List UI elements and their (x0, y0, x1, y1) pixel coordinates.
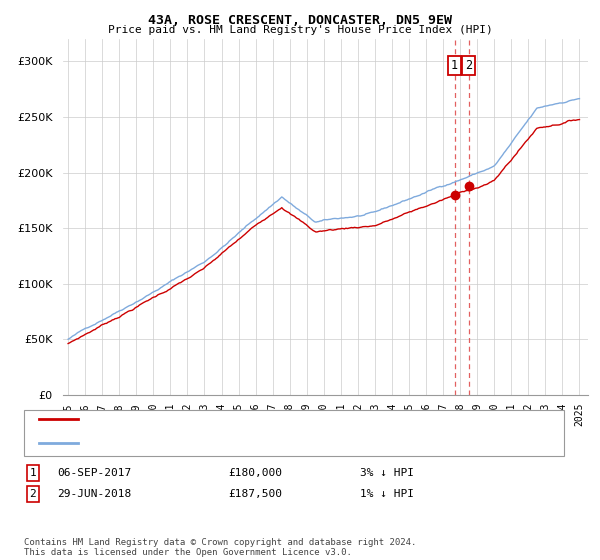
Text: 43A, ROSE CRESCENT, DONCASTER, DN5 9EW (detached house): 43A, ROSE CRESCENT, DONCASTER, DN5 9EW (… (87, 414, 431, 424)
Text: 1: 1 (29, 468, 37, 478)
Text: 06-SEP-2017: 06-SEP-2017 (57, 468, 131, 478)
Text: 2: 2 (29, 489, 37, 499)
Text: £180,000: £180,000 (228, 468, 282, 478)
Text: HPI: Average price, detached house, Doncaster: HPI: Average price, detached house, Donc… (87, 438, 368, 448)
Text: 1: 1 (451, 59, 458, 72)
Text: 3% ↓ HPI: 3% ↓ HPI (360, 468, 414, 478)
Text: 2: 2 (465, 59, 472, 72)
Text: 29-JUN-2018: 29-JUN-2018 (57, 489, 131, 499)
Text: Price paid vs. HM Land Registry's House Price Index (HPI): Price paid vs. HM Land Registry's House … (107, 25, 493, 35)
Text: 1% ↓ HPI: 1% ↓ HPI (360, 489, 414, 499)
Text: 43A, ROSE CRESCENT, DONCASTER, DN5 9EW: 43A, ROSE CRESCENT, DONCASTER, DN5 9EW (148, 14, 452, 27)
Text: Contains HM Land Registry data © Crown copyright and database right 2024.
This d: Contains HM Land Registry data © Crown c… (24, 538, 416, 557)
Text: £187,500: £187,500 (228, 489, 282, 499)
